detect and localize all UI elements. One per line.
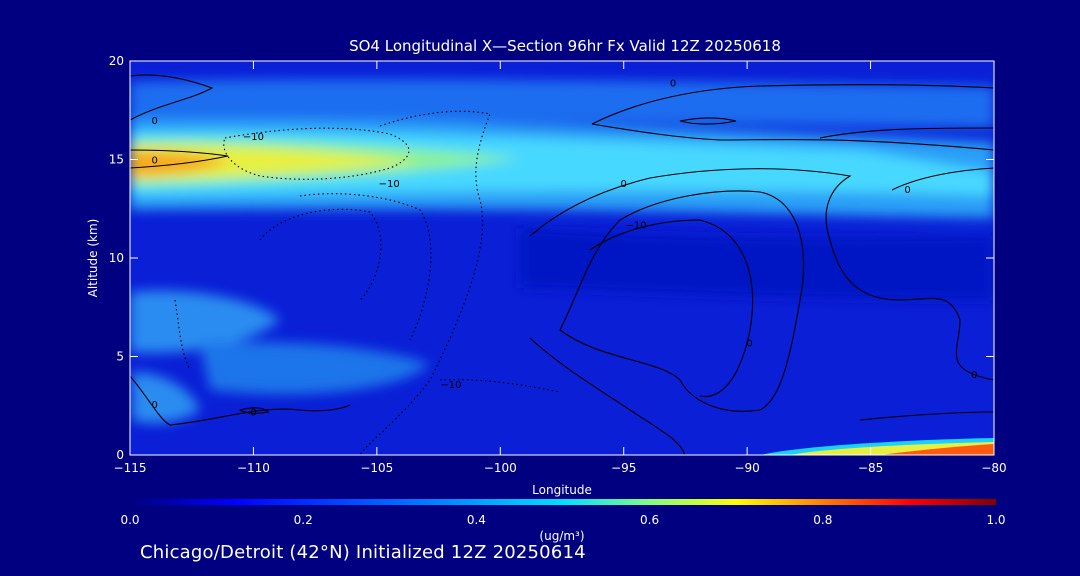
concentration-field: 0 0 −10 −10 0 −10 0 0 0 0 0 −10 0 [130,61,994,455]
contour-line [891,167,994,191]
field-blob-lower [200,342,430,395]
contours-dotted [174,110,561,455]
x-tick-label: −115 [114,461,147,475]
footer-initialization-text: Chicago/Detroit (42°N) Initialized 12Z 2… [140,542,586,563]
contour-line [819,127,994,139]
colorbar-tick-label: 0.0 [120,513,139,527]
contour-label-layer: 0 0 −10 −10 0 −10 0 0 0 0 0 −10 0 [151,79,977,419]
contour-line [259,208,382,301]
contour-label: 0 [971,370,977,381]
y-tick-label: 20 [109,54,124,68]
colorbar-tick-label: 0.8 [813,513,832,527]
x-axis-label: Longitude [532,483,592,497]
contour-line [529,337,686,455]
field-band-upper [130,79,994,128]
chart-title: SO4 Longitudinal X—Section 96hr Fx Valid… [349,37,781,55]
contour-label: 0 [621,179,627,190]
contour-line [299,193,432,341]
contour-line [130,74,214,121]
contour-label: −10 [626,221,647,232]
x-tick-label: −90 [734,461,759,475]
surface-plume-red [880,444,994,455]
contour-line [130,375,351,426]
field-blob-mid [130,290,280,353]
y-tick-label: 0 [116,448,124,462]
contour-line [559,190,805,412]
contour-line [679,117,737,125]
contour-label: 0 [151,156,157,167]
contour-label: −10 [243,132,264,143]
contour-line [859,411,994,421]
colorbar [130,499,996,505]
contour-label: 0 [250,408,256,419]
colorbar-tick-label: 1.0 [986,513,1005,527]
x-tick-label: −105 [360,461,393,475]
field-blob-bottom [132,372,200,424]
contour-line [130,149,229,169]
contour-line [238,407,269,414]
contour-label: 0 [151,116,157,127]
colorbar-tick-label: 0.2 [294,513,313,527]
contour-line [359,110,491,455]
contour-label: −10 [440,380,461,391]
contour-label: 0 [151,400,157,411]
contour-line [591,84,994,125]
colorbar-tick-label: 0.4 [467,513,486,527]
field-band-yellow [130,145,420,180]
x-tick-label: −95 [611,461,636,475]
contours-solid [130,74,994,455]
colorbar-ticks: 0.0 0.2 0.4 0.6 0.8 1.0 [120,513,1005,527]
x-tick-label: −100 [484,461,517,475]
contour-label: 0 [746,339,752,350]
contour-line [589,219,754,398]
y-tick-label: 5 [116,350,124,364]
colorbar-tick-label: 0.6 [640,513,659,527]
contour-label: −10 [379,179,400,190]
x-tick-label: −80 [981,461,1006,475]
y-axis-label: Altitude (km) [86,219,100,298]
contour-line [529,168,994,381]
contour-line [591,123,994,151]
y-tick-label: 15 [109,153,124,167]
field-dark-zone [520,228,994,300]
y-axis: 0 5 10 15 20 [109,54,994,462]
y-tick-label: 10 [109,251,124,265]
x-tick-label: −85 [858,461,883,475]
contour-label: 0 [904,185,910,196]
colorbar-label: (ug/m³) [539,529,584,543]
x-tick-label: −110 [237,461,270,475]
contour-label: 0 [670,79,676,90]
x-axis: −115 −110 −105 −100 −95 −90 −85 −80 [114,61,1007,475]
